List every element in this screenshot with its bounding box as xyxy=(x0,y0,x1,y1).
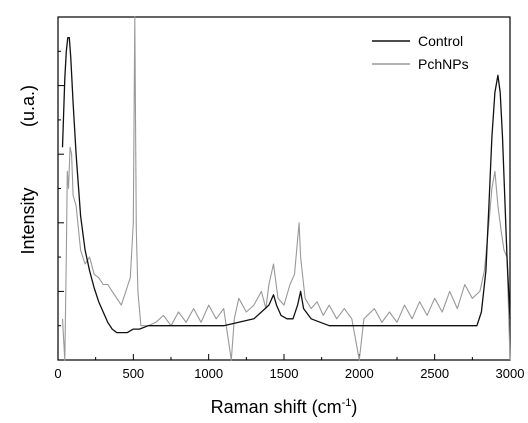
x-tick-label-3000: 3000 xyxy=(496,366,525,381)
legend: Control PchNPs xyxy=(372,33,469,72)
x-axis-title-superscript: -1 xyxy=(342,397,352,409)
x-tick-label-2000: 2000 xyxy=(345,366,374,381)
x-tick-label-2500: 2500 xyxy=(420,366,449,381)
x-axis-title: Raman shift (cm-1) xyxy=(211,397,358,417)
series-line-pchnps xyxy=(61,16,511,361)
x-tick-label-0: 0 xyxy=(54,366,61,381)
series-layer xyxy=(61,16,511,361)
y-axis-unit: (u.a.) xyxy=(18,85,38,127)
x-tick-label-500: 500 xyxy=(122,366,144,381)
x-tick-label-1500: 1500 xyxy=(270,366,299,381)
legend-label-pchnps: PchNPs xyxy=(418,56,469,72)
legend-label-control: Control xyxy=(418,33,463,49)
y-axis-ticks xyxy=(58,50,64,327)
x-tick-label-1000: 1000 xyxy=(194,366,223,381)
y-axis-title-group: Intensity (u.a.) xyxy=(18,85,38,255)
x-axis-title-main: Raman shift (cm xyxy=(211,397,342,417)
x-axis-title-close: ) xyxy=(351,397,357,417)
series-line-control xyxy=(61,36,511,334)
x-axis-ticks: 0 500 1000 1500 2000 2500 3000 xyxy=(54,354,524,381)
y-axis-title: Intensity xyxy=(18,187,38,254)
